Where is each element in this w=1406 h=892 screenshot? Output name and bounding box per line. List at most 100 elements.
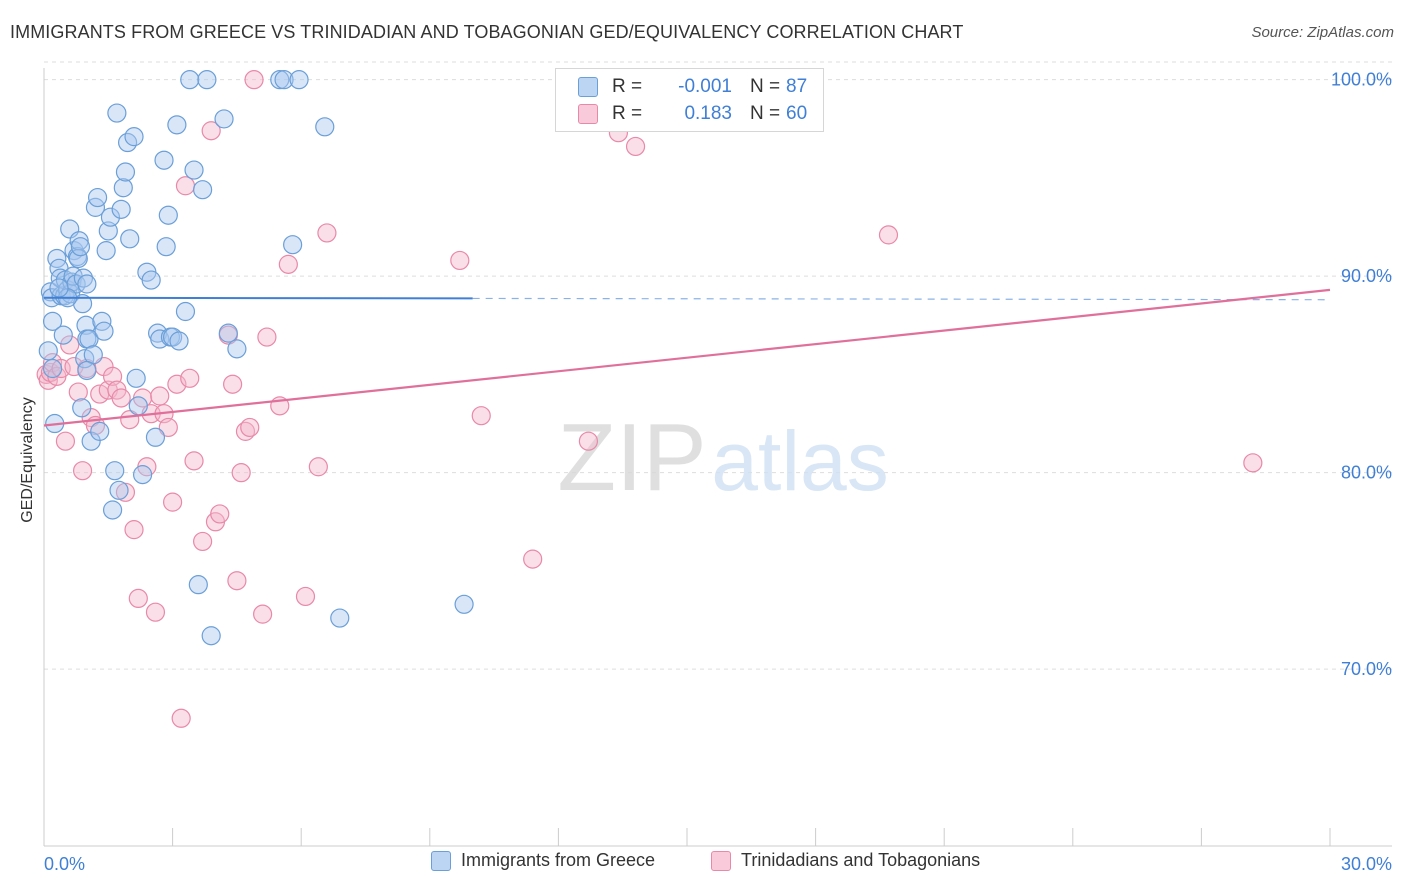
pink-point (317, 223, 337, 243)
pink-point (184, 451, 204, 471)
pink-point (1243, 453, 1263, 473)
pink-series-points (36, 70, 1263, 728)
blue-point (70, 237, 91, 257)
blue-point (77, 274, 97, 294)
stats-r-value-pink: 0.183 (684, 103, 732, 124)
blue-point (274, 70, 294, 90)
blue-point (167, 115, 187, 135)
pink-point (158, 417, 178, 438)
pink-point (257, 327, 277, 347)
blue-point (218, 323, 238, 343)
blue-point (120, 229, 140, 249)
blue-point (128, 396, 148, 416)
pink-point (55, 431, 76, 451)
pink-point (223, 374, 243, 394)
blue-point (94, 321, 114, 341)
blue-point (96, 241, 116, 261)
blue-point (214, 109, 234, 129)
blue-point (38, 341, 58, 361)
blue-point (111, 199, 131, 219)
y-tick-label: 70.0% (1341, 659, 1392, 679)
pink-point (231, 463, 251, 483)
pink-point (124, 520, 144, 540)
pink-point (471, 406, 491, 426)
pink-point (227, 571, 247, 591)
chart-title: IMMIGRANTS FROM GREECE VS TRINIDADIAN AN… (10, 22, 964, 42)
blue-point (79, 329, 99, 349)
blue-point (72, 398, 92, 418)
blue-point (69, 231, 89, 251)
stats-row-blue: R = -0.001 N = 87 (578, 76, 807, 98)
blue-point (141, 270, 161, 290)
blue-point (330, 608, 350, 628)
stats-swatch-blue (578, 77, 598, 97)
blue-point (113, 178, 133, 198)
stats-n-value-blue: 87 (786, 76, 808, 97)
blue-point (107, 103, 127, 123)
blue-point (175, 301, 196, 322)
axes (43, 68, 1392, 847)
watermark-zip: ZIP (557, 404, 706, 511)
pink-point (145, 602, 166, 622)
pink-point (201, 121, 221, 141)
pink-point (278, 254, 298, 274)
pink-point (210, 504, 230, 524)
x-tick-label-min: 0.0% (44, 854, 85, 874)
stats-r-label-blue: R = (612, 76, 643, 97)
pink-trend-line (43, 288, 1331, 427)
stats-swatch-pink (578, 104, 598, 124)
pink-point (128, 588, 148, 609)
blue-point (283, 235, 303, 255)
legend-label-trinidad: Trinidadians and Tobagonians (741, 850, 981, 870)
stats-n-value-pink: 60 (786, 103, 808, 124)
blue-point (188, 575, 208, 595)
blue-point (124, 127, 144, 147)
blue-point (201, 626, 221, 646)
blue-point (105, 461, 125, 481)
pink-point (111, 388, 131, 408)
blue-point (184, 160, 204, 180)
blue-point (454, 594, 474, 614)
pink-point (450, 250, 470, 271)
pink-point (180, 368, 200, 388)
blue-point (156, 237, 176, 257)
blue-point (132, 465, 153, 485)
blue-point (289, 70, 309, 90)
trend-lines (43, 288, 1331, 427)
legend-swatch-pink (711, 850, 731, 871)
pink-point (578, 431, 599, 451)
pink-point (68, 382, 88, 402)
blue-point (197, 70, 217, 90)
pink-point (72, 461, 93, 481)
blue-point (145, 427, 166, 447)
series-legend: Immigrants from Greece Trinidadians and … (0, 850, 1406, 880)
blue-point (270, 70, 290, 90)
stats-legend: R = -0.001 N = 87 R = 0.183 N = 60 (555, 68, 824, 132)
blue-point (126, 368, 146, 388)
blue-point (154, 150, 174, 170)
pink-point (295, 586, 316, 607)
blue-point (109, 480, 129, 500)
legend-label-greece: Immigrants from Greece (461, 850, 656, 870)
pink-point (523, 549, 543, 569)
blue-trend-dashed (472, 297, 1331, 301)
stats-r-label-pink: R = (612, 103, 643, 124)
blue-point (49, 278, 69, 298)
blue-point (53, 325, 73, 345)
blue-point (227, 339, 247, 359)
stats-row-pink: R = 0.183 N = 60 (578, 103, 807, 125)
legend-item-trinidad: Trinidadians and Tobagonians (711, 850, 980, 871)
watermark-atlas: atlas (711, 414, 888, 508)
blue-point (42, 311, 63, 331)
source-credit: Source: ZipAtlas.com (1251, 24, 1394, 41)
pink-point (253, 604, 273, 624)
legend-swatch-blue (431, 850, 451, 871)
blue-point (180, 70, 200, 90)
pink-point (878, 225, 899, 245)
stats-n-label-blue: N = (750, 76, 781, 97)
gridlines (44, 61, 1392, 670)
y-tick-label: 100.0% (1331, 70, 1392, 90)
blue-point (100, 207, 121, 227)
pink-point (625, 136, 646, 157)
pink-point (244, 70, 264, 90)
